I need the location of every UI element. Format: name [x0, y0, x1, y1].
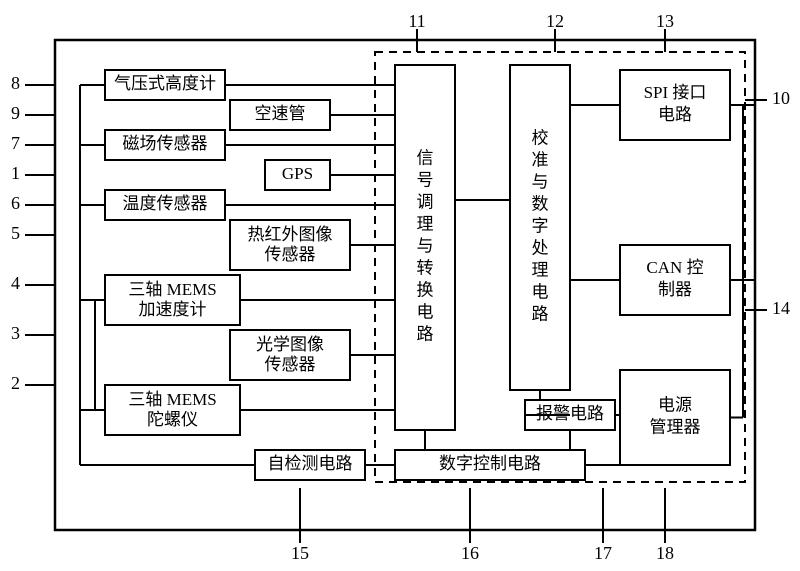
svg-text:SPI 接口: SPI 接口: [644, 83, 707, 102]
svg-text:电: 电: [532, 282, 549, 301]
svg-text:电源: 电源: [658, 395, 692, 414]
svg-text:传感器: 传感器: [265, 245, 316, 264]
svg-text:换: 换: [417, 280, 434, 299]
svg-text:数字控制电路: 数字控制电路: [439, 454, 541, 473]
svg-text:处: 处: [532, 238, 549, 257]
svg-text:路: 路: [417, 324, 434, 343]
svg-text:制器: 制器: [658, 280, 692, 299]
svg-text:三轴 MEMS: 三轴 MEMS: [128, 280, 216, 299]
svg-text:与: 与: [532, 172, 549, 191]
svg-text:15: 15: [291, 543, 309, 563]
svg-text:三轴 MEMS: 三轴 MEMS: [128, 390, 216, 409]
svg-text:热红外图像: 热红外图像: [248, 225, 333, 244]
svg-text:理: 理: [417, 214, 434, 233]
svg-text:9: 9: [11, 103, 20, 123]
svg-text:17: 17: [594, 543, 612, 563]
svg-text:温度传感器: 温度传感器: [123, 194, 208, 213]
svg-text:转: 转: [417, 258, 434, 277]
svg-text:5: 5: [11, 223, 20, 243]
svg-text:4: 4: [11, 273, 20, 293]
svg-text:电路: 电路: [658, 105, 692, 124]
svg-text:传感器: 传感器: [265, 355, 316, 374]
svg-text:CAN 控: CAN 控: [646, 258, 703, 277]
svg-text:校: 校: [532, 128, 549, 147]
svg-text:磁场传感器: 磁场传感器: [123, 134, 208, 153]
svg-text:数: 数: [532, 194, 549, 213]
svg-text:3: 3: [11, 323, 20, 343]
svg-text:1: 1: [11, 163, 20, 183]
svg-text:13: 13: [656, 11, 674, 31]
svg-text:与: 与: [417, 236, 434, 255]
svg-text:路: 路: [532, 304, 549, 323]
svg-text:气压式高度计: 气压式高度计: [114, 74, 216, 93]
svg-text:理: 理: [532, 260, 549, 279]
svg-text:空速管: 空速管: [255, 104, 306, 123]
svg-text:自检测电路: 自检测电路: [268, 454, 353, 473]
svg-text:16: 16: [461, 543, 479, 563]
svg-text:陀螺仪: 陀螺仪: [147, 410, 198, 429]
svg-text:电: 电: [417, 302, 434, 321]
svg-text:号: 号: [417, 170, 434, 189]
svg-text:光学图像: 光学图像: [256, 335, 324, 354]
svg-text:2: 2: [11, 373, 20, 393]
svg-text:调: 调: [417, 192, 434, 211]
svg-text:管理器: 管理器: [650, 417, 701, 436]
svg-text:加速度计: 加速度计: [139, 300, 207, 319]
svg-text:字: 字: [532, 216, 549, 235]
svg-text:报警电路: 报警电路: [536, 404, 604, 423]
svg-text:准: 准: [532, 150, 549, 169]
svg-text:信: 信: [417, 148, 434, 167]
svg-text:8: 8: [11, 73, 20, 93]
svg-text:12: 12: [546, 11, 564, 31]
svg-text:7: 7: [11, 133, 20, 153]
svg-text:14: 14: [772, 298, 790, 318]
svg-text:18: 18: [656, 543, 674, 563]
svg-text:6: 6: [11, 193, 20, 213]
svg-text:10: 10: [772, 88, 790, 108]
svg-text:GPS: GPS: [282, 164, 313, 183]
svg-text:11: 11: [408, 11, 425, 31]
